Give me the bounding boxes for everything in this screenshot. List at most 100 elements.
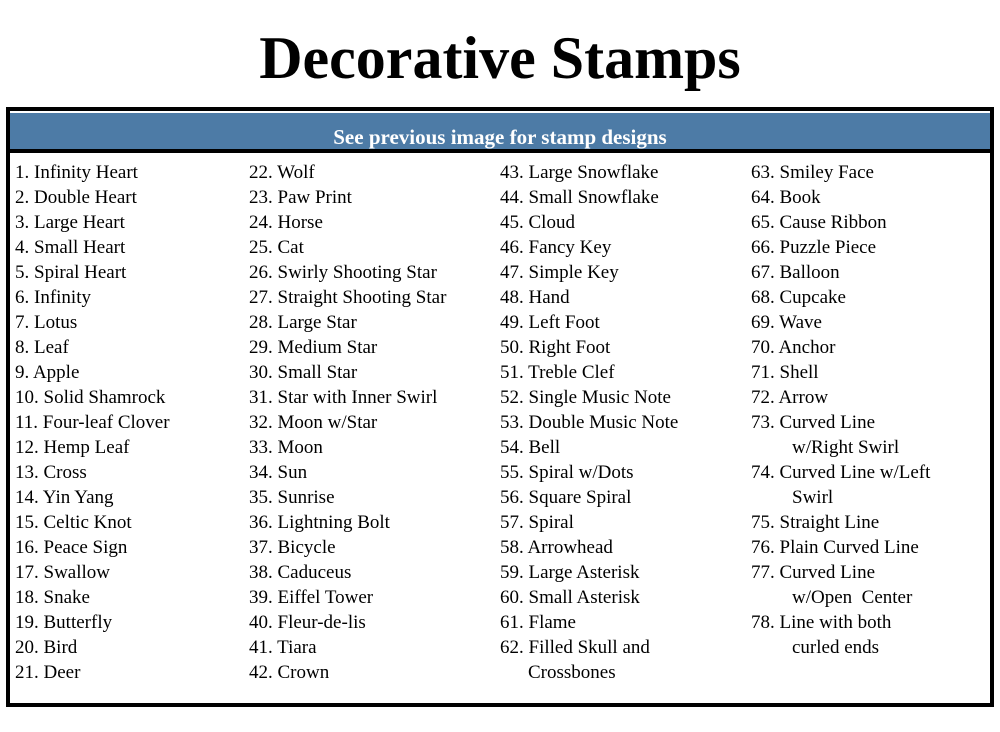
list-item-label: 55. Spiral w/Dots	[500, 462, 634, 483]
list-item: 42. Crown	[249, 660, 446, 685]
list-item-label: 25. Cat	[249, 237, 304, 258]
list-item: 52. Single Music Note	[500, 385, 678, 410]
list-item: 78. Line with both curled ends	[751, 610, 930, 660]
list-item: 49. Left Foot	[500, 310, 678, 335]
list-item: 2. Double Heart	[15, 185, 170, 210]
list-item-label: 52. Single Music Note	[500, 387, 671, 408]
list-item-label: 71. Shell	[751, 362, 819, 383]
list-item-label: 34. Sun	[249, 462, 308, 483]
list-item-label: 77. Curved Line	[751, 562, 876, 583]
list-item-label: 28. Large Star	[249, 312, 357, 333]
list-item-label: 9. Apple	[15, 362, 80, 383]
list-item: 36. Lightning Bolt	[249, 510, 446, 535]
stamp-column-2: 22. Wolf 23. Paw Print 24. Horse 25. Cat 26.…	[249, 160, 446, 685]
list-item-label: 26. Swirly Shooting Star	[249, 262, 437, 283]
list-item: 45. Cloud	[500, 210, 678, 235]
list-item: 9. Apple	[15, 360, 170, 385]
list-item-label: 48. Hand	[500, 287, 570, 308]
list-item: 5. Spiral Heart	[15, 260, 170, 285]
list-item: 60. Small Asterisk	[500, 585, 678, 610]
list-item: 7. Lotus	[15, 310, 170, 335]
list-item-label: 31. Star with Inner Swirl	[249, 387, 438, 408]
list-item: 61. Flame	[500, 610, 678, 635]
header-text: See previous image for stamp designs	[333, 125, 667, 149]
list-item: 72. Arrow	[751, 385, 930, 410]
list-item: 37. Bicycle	[249, 535, 446, 560]
list-item-label: 78. Line with both	[751, 612, 892, 633]
list-item-continuation: w/Right Swirl	[792, 437, 900, 458]
list-item: 32. Moon w/Star	[249, 410, 446, 435]
list-item: 46. Fancy Key	[500, 235, 678, 260]
list-item: 24. Horse	[249, 210, 446, 235]
list-item-label: 18. Snake	[15, 587, 90, 608]
list-item: 16. Peace Sign	[15, 535, 170, 560]
list-item: 29. Medium Star	[249, 335, 446, 360]
list-item-label: 33. Moon	[249, 437, 323, 458]
list-item: 13. Cross	[15, 460, 170, 485]
list-item-label: 1. Infinity Heart	[15, 162, 138, 183]
list-item: 76. Plain Curved Line	[751, 535, 930, 560]
stamp-column-4: 63. Smiley Face 64. Book 65. Cause Ribbon 6…	[751, 160, 930, 660]
list-item-label: 35. Sunrise	[249, 487, 335, 508]
list-item: 67. Balloon	[751, 260, 930, 285]
list-item: 63. Smiley Face	[751, 160, 930, 185]
stamp-column-1: 1. Infinity Heart 2. Double Heart 3. Large…	[15, 160, 170, 685]
list-item: 50. Right Foot	[500, 335, 678, 360]
list-item-label: 23. Paw Print	[249, 187, 352, 208]
list-item: 30. Small Star	[249, 360, 446, 385]
list-item-label: 75. Straight Line	[751, 512, 880, 533]
list-item-continuation: curled ends	[792, 637, 880, 658]
list-item: 31. Star with Inner Swirl	[249, 385, 446, 410]
list-item: 58. Arrowhead	[500, 535, 678, 560]
list-item: 47. Simple Key	[500, 260, 678, 285]
list-item-label: 19. Butterfly	[15, 612, 113, 633]
list-item-label: 70. Anchor	[751, 337, 836, 358]
list-item: 59. Large Asterisk	[500, 560, 678, 585]
list-item-label: 30. Small Star	[249, 362, 358, 383]
list-item-label: 10. Solid Shamrock	[15, 387, 166, 408]
list-item: 38. Caduceus	[249, 560, 446, 585]
list-item-label: 76. Plain Curved Line	[751, 537, 919, 558]
list-item-label: 45. Cloud	[500, 212, 575, 233]
list-item-label: 74. Curved Line w/Left	[751, 462, 931, 483]
list-item-label: 21. Deer	[15, 662, 81, 683]
list-item: 65. Cause Ribbon	[751, 210, 930, 235]
list-item: 23. Paw Print	[249, 185, 446, 210]
list-item-label: 16. Peace Sign	[15, 537, 128, 558]
list-item-label: 3. Large Heart	[15, 212, 125, 233]
list-item-label: 54. Bell	[500, 437, 561, 458]
list-item: 44. Small Snowflake	[500, 185, 678, 210]
list-item-label: 39. Eiffel Tower	[249, 587, 374, 608]
list-item-label: 14. Yin Yang	[15, 487, 114, 508]
list-item-label: 49. Left Foot	[500, 312, 600, 333]
list-item-label: 38. Caduceus	[249, 562, 352, 583]
list-item: 35. Sunrise	[249, 485, 446, 510]
list-item-label: 67. Balloon	[751, 262, 840, 283]
list-item: 74. Curved Line w/Left Swirl	[751, 460, 930, 510]
list-item-label: 11. Four-leaf Clover	[15, 412, 170, 433]
list-item: 8. Leaf	[15, 335, 170, 360]
list-item: 55. Spiral w/Dots	[500, 460, 678, 485]
list-item-label: 40. Fleur-de-lis	[249, 612, 366, 633]
list-item: 62. Filled Skull and Crossbones	[500, 635, 678, 685]
list-item: 26. Swirly Shooting Star	[249, 260, 446, 285]
list-item-label: 64. Book	[751, 187, 821, 208]
list-item-label: 61. Flame	[500, 612, 576, 633]
list-item: 41. Tiara	[249, 635, 446, 660]
list-item-label: 29. Medium Star	[249, 337, 378, 358]
list-item: 1. Infinity Heart	[15, 160, 170, 185]
list-item-continuation: Crossbones	[528, 662, 616, 683]
list-item: 66. Puzzle Piece	[751, 235, 930, 260]
list-item-label: 66. Puzzle Piece	[751, 237, 877, 258]
list-item: 73. Curved Line w/Right Swirl	[751, 410, 930, 460]
list-item-label: 58. Arrowhead	[500, 537, 613, 558]
list-item: 77. Curved Line w/Open Center	[751, 560, 930, 610]
list-item-label: 8. Leaf	[15, 337, 69, 358]
list-item: 25. Cat	[249, 235, 446, 260]
list-item-label: 60. Small Asterisk	[500, 587, 640, 608]
list-item: 18. Snake	[15, 585, 170, 610]
list-item: 69. Wave	[751, 310, 930, 335]
list-item: 48. Hand	[500, 285, 678, 310]
list-item: 20. Bird	[15, 635, 170, 660]
list-item-label: 4. Small Heart	[15, 237, 126, 258]
